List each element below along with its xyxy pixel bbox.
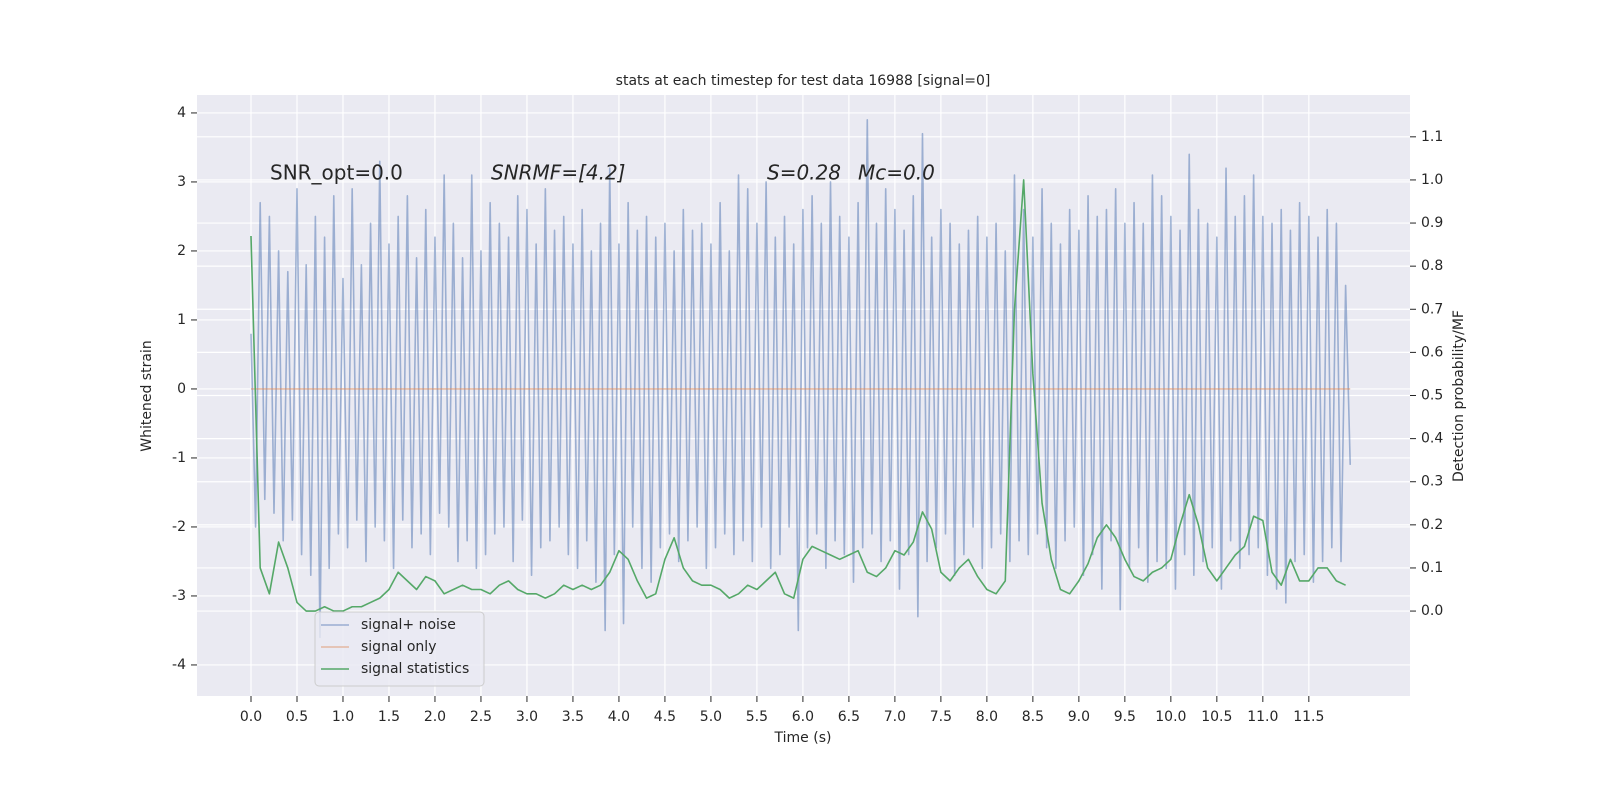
y-tick-label: -2 (172, 519, 186, 535)
y-tick-label: 3 (177, 174, 186, 190)
y2-tick-label: 0.6 (1421, 344, 1443, 360)
x-tick-label: 1.5 (378, 709, 400, 725)
y2-tick-label: 0.2 (1421, 517, 1443, 533)
y2-tick-label: 0.4 (1421, 431, 1443, 447)
y-tick-label: 0 (177, 381, 186, 397)
series-line (250, 179, 1346, 612)
y-tick-label: -4 (172, 657, 186, 673)
y-axis-label: Whitened strain (139, 340, 155, 451)
y2-tick-label: 0.7 (1421, 301, 1443, 317)
x-tick-label: 5.0 (700, 709, 722, 725)
annotation: SNRMF=[4.2] (491, 161, 625, 185)
x-tick-label: 6.0 (792, 709, 814, 725)
y-tick-label: -1 (172, 450, 186, 466)
y2-tick-label: 0.0 (1421, 603, 1443, 619)
x-tick-label: 0.5 (286, 709, 308, 725)
x-axis-label: Time (s) (774, 730, 832, 746)
y-tick-label: -3 (172, 588, 186, 604)
y2-tick-label: 0.8 (1421, 258, 1443, 274)
x-tick-label: 10.0 (1155, 709, 1186, 725)
y-tick-label: 2 (177, 243, 186, 259)
x-tick-label: 8.0 (976, 709, 998, 725)
y-tick-label: 4 (177, 105, 186, 121)
x-tick-label: 1.0 (332, 709, 354, 725)
x-tick-label: 9.5 (1114, 709, 1136, 725)
y2-tick-label: 0.1 (1421, 560, 1443, 576)
legend-box (314, 611, 485, 687)
y2-axis-label: Detection probability/MF (1451, 310, 1467, 482)
chart-title: stats at each timestep for test data 169… (616, 73, 991, 89)
legend-label: signal statistics (361, 661, 469, 677)
y2-tick-label: 1.1 (1421, 129, 1443, 145)
x-tick-label: 2.5 (470, 709, 492, 725)
annotation: Mc=0.0 (858, 161, 935, 185)
annotation: S=0.28 (767, 161, 841, 185)
x-tick-label: 8.5 (1022, 709, 1044, 725)
x-tick-label: 11.0 (1247, 709, 1278, 725)
series-line (250, 119, 1352, 639)
x-tick-label: 7.0 (884, 709, 906, 725)
x-tick-label: 10.5 (1201, 709, 1232, 725)
x-tick-label: 3.0 (516, 709, 538, 725)
x-tick-label: 11.5 (1293, 709, 1324, 725)
legend-label: signal only (361, 639, 436, 655)
x-tick-label: 7.5 (930, 709, 952, 725)
x-tick-label: 4.0 (608, 709, 630, 725)
legend: signal+ noise signal only signal statistic… (314, 611, 485, 687)
y2-tick-label: 0.9 (1421, 215, 1443, 231)
annotation: SNR_opt=0.0 (270, 161, 403, 185)
y2-tick-label: 0.3 (1421, 474, 1443, 490)
marks (250, 119, 1352, 639)
x-tick-label: 5.5 (746, 709, 768, 725)
y-tick-label: 1 (177, 312, 186, 328)
x-tick-label: 6.5 (838, 709, 860, 725)
x-tick-label: 9.0 (1068, 709, 1090, 725)
x-tick-label: 2.0 (424, 709, 446, 725)
x-tick-label: 0.0 (240, 709, 262, 725)
y2-tick-label: 1.0 (1421, 172, 1443, 188)
y2-tick-label: 0.5 (1421, 388, 1443, 404)
x-tick-label: 4.5 (654, 709, 676, 725)
x-tick-label: 3.5 (562, 709, 584, 725)
legend-label: signal+ noise (361, 617, 456, 633)
